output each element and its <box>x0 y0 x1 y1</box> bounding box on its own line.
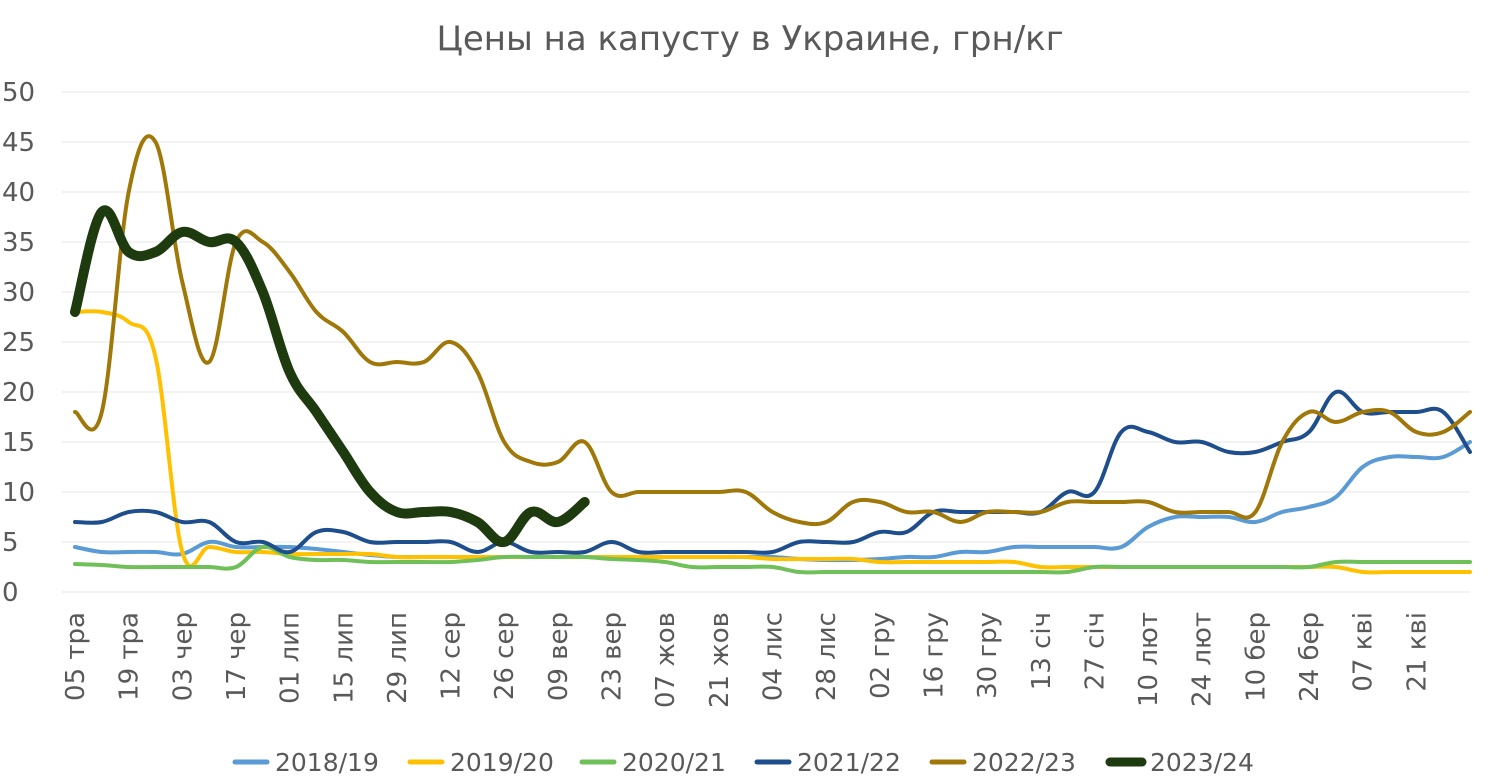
x-tick-label: 21 жов <box>705 612 735 708</box>
x-tick-label: 24 лют <box>1188 612 1218 707</box>
y-tick-label: 40 <box>2 178 35 208</box>
x-tick-label: 21 кві <box>1402 612 1432 692</box>
x-tick-label: 02 гру <box>866 612 896 699</box>
x-tick-label: 01 лип <box>276 612 306 704</box>
x-tick-label: 23 вер <box>598 612 628 701</box>
y-tick-label: 50 <box>2 78 35 108</box>
x-tick-label: 10 бер <box>1241 612 1271 702</box>
x-tick-label: 05 тра <box>61 612 91 701</box>
x-axis: 05 тра 19 тра 03 чер 17 чер 01 лип 15 лип 29 л… <box>61 612 1432 708</box>
legend-label: 2018/19 <box>275 748 379 776</box>
chart-title: Цены на капусту в Украине, грн/кг <box>436 19 1063 59</box>
y-axis: 0 5 10 15 20 25 30 35 40 45 50 <box>2 78 35 608</box>
x-tick-label: 07 жов <box>651 612 681 708</box>
x-tick-label: 10 лют <box>1134 612 1164 707</box>
x-tick-label: 09 вер <box>544 612 574 701</box>
legend-label: 2019/20 <box>450 748 554 776</box>
series-line-2022-23 <box>73 134 1472 527</box>
x-tick-label: 28 лис <box>812 612 842 701</box>
y-tick-label: 15 <box>2 428 35 458</box>
legend-label: 2021/22 <box>797 748 901 776</box>
y-tick-label: 0 <box>2 578 19 608</box>
y-tick-label: 30 <box>2 278 35 308</box>
x-tick-label: 16 гру <box>919 612 949 699</box>
y-tick-label: 45 <box>2 128 35 158</box>
x-tick-label: 12 сер <box>437 612 467 700</box>
series-line-2023-24 <box>70 205 590 548</box>
x-tick-label: 04 лис <box>759 612 789 701</box>
x-tick-label: 13 січ <box>1027 612 1057 690</box>
legend-label: 2020/21 <box>622 748 726 776</box>
y-tick-label: 20 <box>2 378 35 408</box>
x-tick-label: 26 сер <box>490 612 520 700</box>
x-tick-label: 30 гру <box>973 612 1003 699</box>
x-tick-label: 15 лип <box>329 612 359 704</box>
x-tick-label: 07 кві <box>1349 612 1379 692</box>
y-tick-label: 5 <box>2 528 19 558</box>
x-tick-label: 27 січ <box>1080 612 1110 690</box>
x-tick-label: 24 бер <box>1295 612 1325 702</box>
gridlines <box>62 91 1470 593</box>
legend-label: 2023/24 <box>1150 748 1254 776</box>
series-line-2021-22 <box>73 389 1472 555</box>
x-tick-label: 19 тра <box>115 612 145 701</box>
legend: 2018/19 2019/20 2020/21 2021/22 2022/23 2023/… <box>232 748 1254 776</box>
x-tick-label: 17 чер <box>222 612 252 701</box>
x-tick-label: 03 чер <box>168 612 198 701</box>
series-line-2020-21 <box>73 544 1472 575</box>
series-lines <box>70 134 1472 575</box>
y-tick-label: 35 <box>2 228 35 258</box>
x-tick-label: 29 лип <box>383 612 413 704</box>
legend-label: 2022/23 <box>972 748 1076 776</box>
y-tick-label: 25 <box>2 328 35 358</box>
y-tick-label: 10 <box>2 478 35 508</box>
